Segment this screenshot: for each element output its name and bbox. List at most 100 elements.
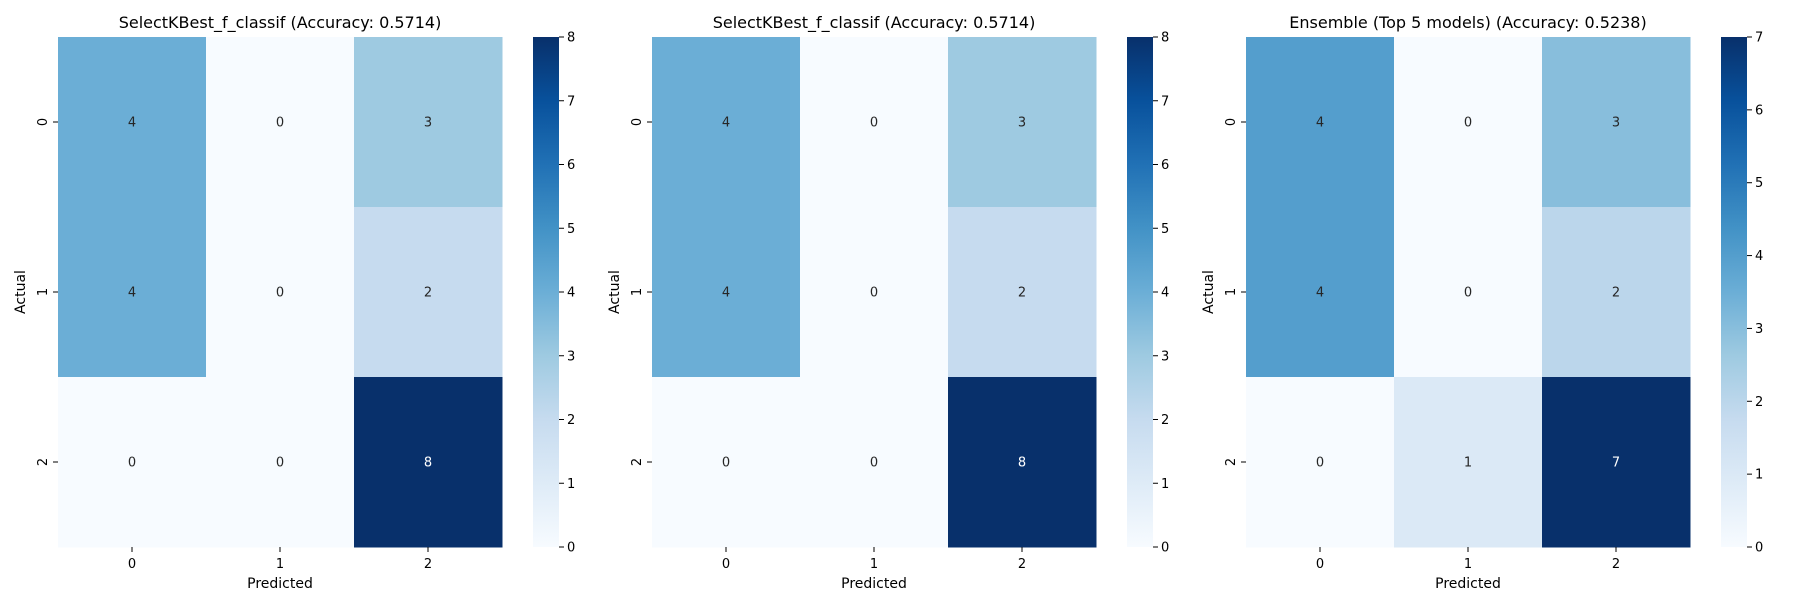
y-axis-label: Actual [607,270,623,314]
heatmap-panel-1: SelectKBest_f_classif (Accuracy: 0.5714)… [13,13,575,592]
heatmap-cell-r0-c1 [800,37,949,208]
heatmap-cell-r2-c1 [206,377,355,548]
cell-value-label: 1 [1464,456,1472,471]
heatmap-cell-r1-c1 [206,207,355,378]
heatmap-cell-r2-c1 [800,377,949,548]
chart-title: SelectKBest_f_classif (Accuracy: 0.5714) [713,13,1036,33]
y-tick-label: 2 [1224,458,1239,466]
cell-value-label: 2 [1018,286,1026,301]
colorbar-tick-label: 3 [567,349,575,364]
x-tick-label: 1 [870,557,878,572]
colorbar-tick-label: 6 [1161,158,1169,173]
cell-value-label: 0 [1316,456,1324,471]
x-tick-label: 1 [276,557,284,572]
colorbar-tick-label: 2 [567,413,575,428]
x-tick-label: 0 [722,557,730,572]
heatmap-cell-r1-c2 [1542,207,1691,378]
heatmap-cell-r1-c0 [652,207,801,378]
heatmap-cell-r0-c1 [206,37,355,208]
heatmap-panel-3: Ensemble (Top 5 models) (Accuracy: 0.523… [1201,13,1763,592]
cell-value-label: 0 [128,456,136,471]
heatmap-cell-r0-c0 [1246,37,1395,208]
y-tick-label: 1 [1224,288,1239,296]
cell-value-label: 4 [722,116,730,131]
y-tick-label: 0 [630,118,645,126]
y-axis-label: Actual [1201,270,1217,314]
cell-value-label: 0 [276,286,284,301]
cell-value-label: 0 [870,456,878,471]
heatmap-cell-r0-c2 [354,37,503,208]
colorbar-tick-label: 4 [1755,249,1763,264]
cell-value-label: 0 [1464,116,1472,131]
colorbar-tick-label: 8 [1161,31,1169,46]
heatmap-cell-r1-c2 [948,207,1097,378]
heatmap-cell-r2-c0 [1246,377,1395,548]
cell-value-label: 2 [1612,286,1620,301]
cell-value-label: 4 [1316,286,1324,301]
heatmap-cell-r2-c2 [1542,377,1691,548]
x-tick-label: 2 [424,557,432,572]
colorbar-tick-label: 8 [567,31,575,46]
colorbar-tick-label: 5 [567,222,575,237]
cell-value-label: 0 [870,116,878,131]
colorbar-tick-label: 2 [1755,395,1763,410]
colorbar-tick-label: 4 [567,286,575,301]
y-tick-label: 0 [1224,118,1239,126]
colorbar-tick-label: 3 [1161,349,1169,364]
y-axis-label: Actual [13,270,29,314]
colorbar-tick-label: 0 [567,541,575,556]
x-axis-label: Predicted [247,576,313,592]
colorbar [1127,37,1153,547]
heatmap-cell-r2-c1 [1394,377,1543,548]
colorbar-tick-label: 0 [1755,541,1763,556]
cell-value-label: 0 [1464,286,1472,301]
colorbar-tick-label: 7 [1755,31,1763,46]
cell-value-label: 0 [276,116,284,131]
x-axis-label: Predicted [1435,576,1501,592]
colorbar-tick-label: 7 [567,94,575,109]
heatmap-cell-r0-c2 [948,37,1097,208]
heatmap-cell-r1-c0 [58,207,207,378]
heatmap-cell-r0-c1 [1394,37,1543,208]
cell-value-label: 3 [1018,116,1026,131]
heatmap-cell-r2-c0 [652,377,801,548]
cell-value-label: 7 [1612,456,1620,471]
cell-value-label: 3 [1612,116,1620,131]
heatmap-cell-r2-c2 [354,377,503,548]
heatmap-cell-r0-c2 [1542,37,1691,208]
cell-value-label: 4 [128,286,136,301]
cell-value-label: 0 [870,286,878,301]
cell-value-label: 4 [722,286,730,301]
heatmap-cell-r0-c0 [58,37,207,208]
y-tick-label: 1 [630,288,645,296]
y-tick-label: 2 [36,458,51,466]
cell-value-label: 3 [424,116,432,131]
heatmap-cell-r1-c1 [800,207,949,378]
cell-value-label: 8 [1018,456,1026,471]
heatmap-cell-r0-c0 [652,37,801,208]
colorbar-tick-label: 5 [1755,176,1763,191]
heatmap-cell-r1-c2 [354,207,503,378]
colorbar-tick-label: 6 [1755,103,1763,118]
cell-value-label: 0 [276,456,284,471]
x-tick-label: 2 [1612,557,1620,572]
heatmap-cell-r2-c0 [58,377,207,548]
cell-value-label: 4 [128,116,136,131]
heatmap-cell-r1-c1 [1394,207,1543,378]
colorbar-tick-label: 1 [1755,468,1763,483]
x-tick-label: 1 [1464,557,1472,572]
heatmap-cell-r2-c2 [948,377,1097,548]
colorbar-tick-label: 2 [1161,413,1169,428]
x-axis-label: Predicted [841,576,907,592]
colorbar-tick-label: 1 [1161,477,1169,492]
colorbar-tick-label: 3 [1755,322,1763,337]
x-tick-label: 0 [1316,557,1324,572]
cell-value-label: 8 [424,456,432,471]
y-tick-label: 2 [630,458,645,466]
colorbar-tick-label: 0 [1161,541,1169,556]
colorbar [1721,37,1747,547]
colorbar-tick-label: 5 [1161,222,1169,237]
colorbar-tick-label: 7 [1161,94,1169,109]
colorbar [533,37,559,547]
